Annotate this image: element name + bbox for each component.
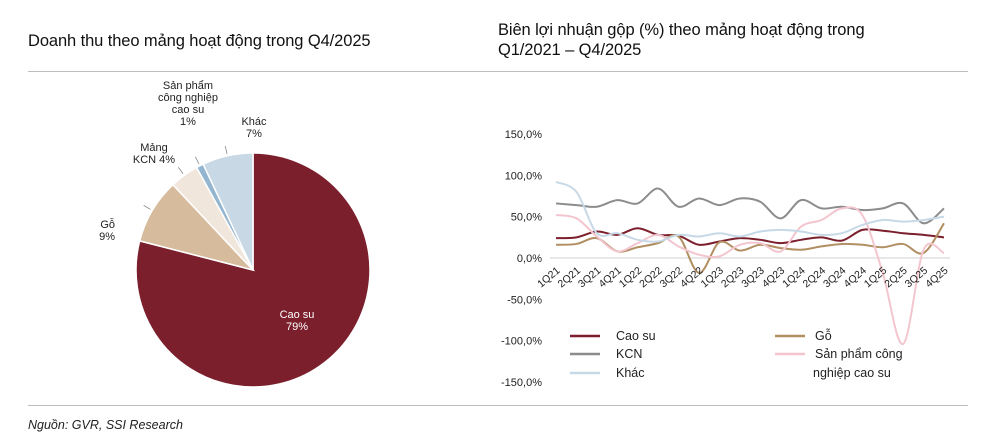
y-tick-label: 50,0% [511,212,542,224]
line-chart-title-line2: Q1/2021 – Q4/2025 [498,41,642,59]
legend-label: Sản phẩm công [815,347,903,361]
pie-label-2-line2: KCN 4% [133,154,175,166]
pie-label-2-line1: Mảng [140,142,168,154]
pie-label-4-line1: Khác [241,116,267,128]
y-tick-label: -150,0% [501,377,542,389]
pie-label-0-line2: 79% [286,321,308,333]
pie-label-3-line1: Sản phẩm [163,80,213,92]
y-tick-label: 0,0% [517,253,542,265]
series-line-khác [555,181,945,243]
pie-label-3-line3: cao su [172,104,204,116]
footer-rule [28,405,968,406]
pie-label-1-line2: 9% [99,231,115,243]
y-tick-label: 100,0% [505,170,543,182]
y-tick-label: 150,0% [505,129,543,141]
line-chart-title-line1: Biên lợi nhuận gộp (%) theo mảng hoạt độ… [498,21,865,39]
legend-label: KCN [616,347,642,361]
pie-leader-3 [194,156,200,165]
series-line-sản-phẩm-công-nghiệp-cao-su [555,206,945,345]
pie-label-3-line2: công nghiệp [158,92,218,104]
series-line-kcn [555,187,945,225]
y-tick-label: -50,0% [507,294,542,306]
pie-leader-4 [224,145,228,154]
legend-label: Khác [616,366,645,380]
pie-label-0-line1: Cao su [280,309,315,321]
pie-slice-khác [202,152,254,271]
legend-label-continuation: nghiệp cao su [813,366,891,380]
line-chart-title: Biên lợi nhuận gộp (%) theo mảng hoạt độ… [498,20,968,60]
pie-chart-title: Doanh thu theo mảng hoạt động trong Q4/2… [28,32,371,50]
legend-label: Gỗ [815,328,832,343]
x-tick-label: 4Q25 [923,265,951,291]
pie-leader-2 [178,167,184,174]
legend-label: Cao su [616,329,656,343]
header-rule [28,71,968,72]
pie-label-1-line1: Gỗ [100,218,115,231]
source-note: Nguồn: GVR, SSI Research [28,418,183,432]
pie-label-3-line4: 1% [180,116,196,128]
pie-label-4-line2: 7% [246,128,262,140]
pie-leader-1 [143,205,151,210]
y-tick-label: -100,0% [501,336,542,348]
line-chart: 150,0% 100,0% 50,0% 0,0% -50,0% -100,0% -150,0… [501,129,951,389]
